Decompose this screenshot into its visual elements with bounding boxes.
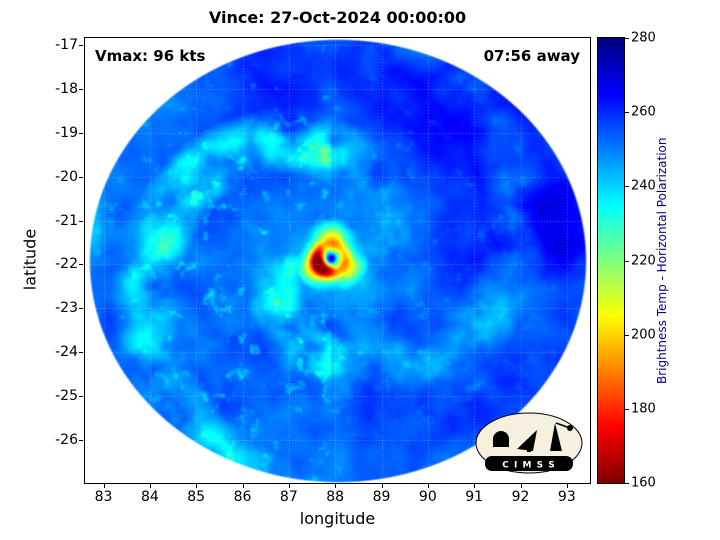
y-tick-mark — [79, 352, 83, 354]
x-tick-label: 89 — [372, 489, 391, 505]
colorbar-tick-mark — [625, 38, 629, 39]
y-axis-label: latitude — [20, 228, 40, 291]
colorbar-tick-label: 220 — [631, 253, 656, 268]
x-tick-mark — [427, 484, 429, 488]
y-tick-mark — [79, 220, 83, 222]
x-tick-mark — [566, 484, 568, 488]
colorbar-tick-mark — [625, 483, 629, 484]
x-tick-label: 92 — [511, 489, 530, 505]
x-tick-mark — [196, 484, 198, 488]
y-tick-mark — [79, 176, 83, 178]
y-tick-label: -26 — [55, 431, 78, 448]
colorbar — [597, 37, 625, 484]
x-tick-mark — [149, 484, 151, 488]
y-tick-mark — [79, 396, 83, 398]
x-axis-label: longitude — [299, 509, 376, 528]
y-tick-label: -25 — [55, 388, 78, 405]
y-tick-label: -23 — [55, 300, 78, 317]
observatory-silhouette-icon — [493, 422, 573, 452]
x-tick-label: 86 — [233, 489, 252, 505]
y-tick-mark — [79, 88, 83, 90]
colorbar-tick-label: 280 — [631, 30, 656, 46]
y-tick-label: -17 — [55, 37, 78, 54]
x-tick-mark — [103, 484, 105, 488]
x-tick-mark — [335, 484, 337, 488]
colorbar-tick-mark — [625, 260, 629, 262]
chart-title: Vince: 27-Oct-2024 00:00:00 — [208, 8, 467, 27]
colorbar-tick-mark — [625, 112, 629, 114]
x-tick-label: 90 — [418, 489, 437, 505]
y-tick-mark — [79, 439, 83, 441]
y-tick-label: -20 — [55, 168, 78, 185]
cimss-logo-text: C I M S S — [502, 461, 555, 471]
x-tick-mark — [242, 484, 244, 488]
colorbar-tick-mark — [625, 186, 629, 188]
x-tick-label: 91 — [465, 489, 484, 505]
y-tick-mark — [79, 132, 83, 134]
cimss-logo: C I M S S — [475, 412, 583, 474]
x-tick-label: 87 — [279, 489, 298, 505]
plot-area: Vmax: 96 kts 07:56 away C I M S S — [84, 37, 591, 484]
vmax-annotation: Vmax: 96 kts — [95, 47, 206, 65]
x-tick-label: 83 — [94, 489, 113, 505]
time-away-annotation: 07:56 away — [483, 47, 580, 65]
x-tick-label: 93 — [557, 489, 576, 505]
x-tick-mark — [474, 484, 476, 488]
x-tick-label: 88 — [326, 489, 345, 505]
x-tick-mark — [381, 484, 383, 488]
colorbar-tick-label: 240 — [631, 178, 656, 194]
x-tick-mark — [288, 484, 290, 488]
y-tick-label: -22 — [55, 256, 78, 273]
colorbar-tick-label: 180 — [631, 401, 656, 417]
y-tick-mark — [79, 45, 83, 47]
colorbar-tick-mark — [625, 408, 629, 410]
y-tick-mark — [79, 264, 83, 266]
y-tick-label: -24 — [55, 344, 78, 361]
x-tick-label: 85 — [187, 489, 206, 505]
y-tick-label: -18 — [55, 80, 78, 97]
y-tick-mark — [79, 308, 83, 310]
colorbar-tick-label: 200 — [631, 327, 656, 343]
x-tick-mark — [520, 484, 522, 488]
colorbar-tick-mark — [625, 334, 629, 336]
colorbar-tick-label: 160 — [631, 475, 656, 491]
colorbar-tick-label: 260 — [631, 104, 656, 120]
x-tick-label: 84 — [140, 489, 159, 505]
colorbar-gradient-canvas — [598, 38, 624, 483]
storm-heatmap-canvas — [85, 38, 590, 483]
y-tick-label: -21 — [55, 212, 78, 229]
y-tick-label: -19 — [55, 124, 78, 141]
